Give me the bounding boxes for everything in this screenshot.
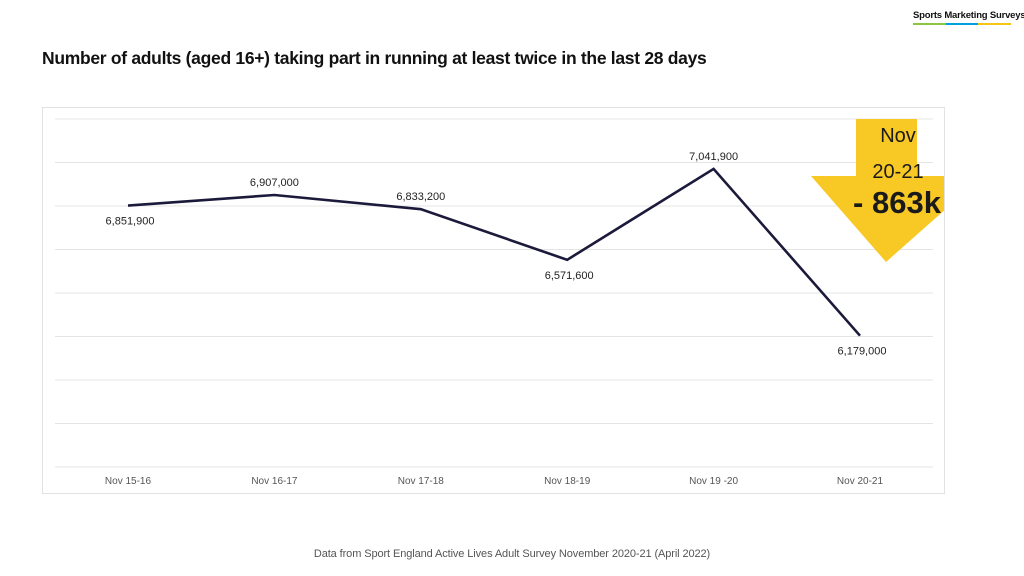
callout-line1: Nov	[880, 125, 916, 147]
data-label: 6,833,200	[396, 191, 445, 203]
x-axis-labels: Nov 15-16 Nov 16-17 Nov 17-18 Nov 18-19 Nov …	[105, 476, 884, 487]
chart-panel: Nov 15-16 Nov 16-17 Nov 17-18 Nov 18-19 Nov …	[42, 107, 945, 494]
series-line	[127, 167, 861, 337]
x-tick-label: Nov 18-19	[544, 476, 591, 487]
down-arrow-icon	[811, 119, 944, 262]
brand-name: Sports Marketing Surveys	[913, 10, 1024, 21]
data-label: 6,571,600	[545, 270, 594, 282]
x-tick-label: Nov 16-17	[251, 476, 298, 487]
x-tick-label: Nov 17-18	[398, 476, 445, 487]
x-tick-label: Nov 15-16	[105, 476, 152, 487]
data-label: 6,179,000	[838, 346, 887, 358]
data-label: 7,041,900	[689, 151, 738, 163]
brand-stripe-green	[913, 23, 946, 25]
decline-callout: Nov 20-21 - 863k	[811, 119, 944, 262]
brand-logo: Sports Marketing Surveys	[913, 10, 1024, 25]
data-labels: 6,851,900 6,907,000 6,833,200 6,571,600 7,04…	[106, 151, 887, 358]
brand-stripe-blue	[945, 23, 979, 25]
brand-stripe	[913, 23, 1012, 25]
callout-value: - 863k	[853, 185, 942, 220]
brand-stripe-yellow	[978, 23, 1012, 25]
callout-line2: 20-21	[872, 161, 923, 183]
x-tick-label: Nov 19 -20	[689, 476, 738, 487]
data-label: 6,907,000	[250, 177, 299, 189]
source-note: Data from Sport England Active Lives Adu…	[313, 548, 711, 560]
chart-title: Number of adults (aged 16+) taking part …	[42, 48, 707, 68]
data-label: 6,851,900	[106, 216, 155, 228]
gridlines	[55, 118, 933, 468]
x-tick-label: Nov 20-21	[837, 476, 884, 487]
line-chart: Nov 15-16 Nov 16-17 Nov 17-18 Nov 18-19 Nov …	[55, 118, 944, 487]
